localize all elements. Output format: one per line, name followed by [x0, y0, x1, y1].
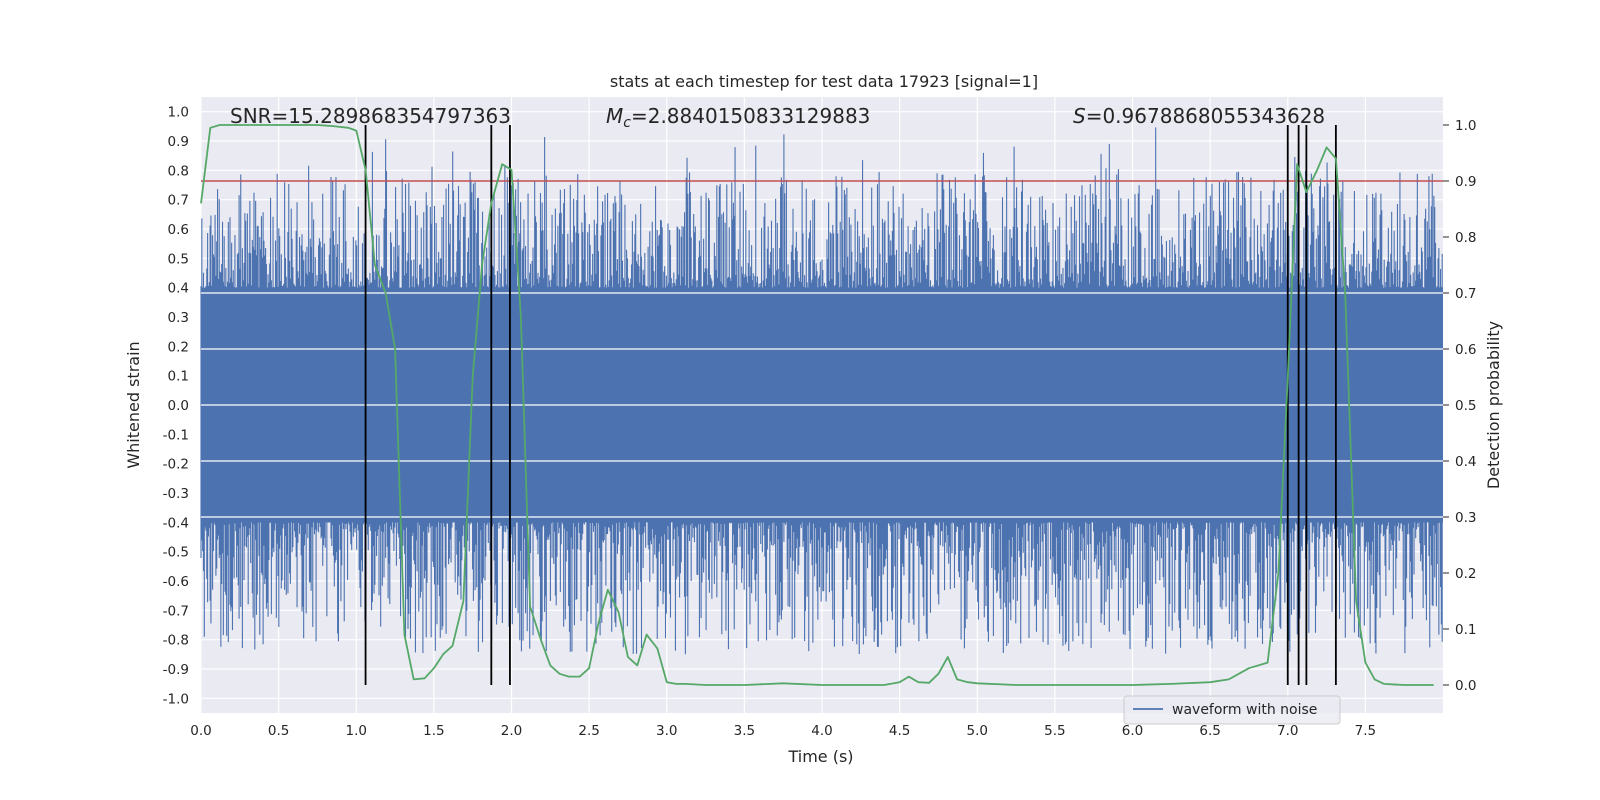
x-tick-label: 6.0	[1122, 723, 1143, 739]
y-tick-label: 0.6	[168, 222, 189, 238]
waveform-with-noise-series	[200, 127, 1443, 655]
y-tick-label: 0.7	[168, 193, 189, 209]
y-axis-label: Whitened strain	[124, 341, 143, 468]
chirp-mass-value: =2.8840150833129883	[631, 104, 870, 128]
y-tick-label: -0.3	[163, 486, 189, 502]
y2-tick-label: 0.4	[1455, 454, 1476, 470]
x-tick-label: 0.5	[268, 723, 289, 739]
y2-tick-label: 0.1	[1455, 622, 1476, 638]
x-tick-label: 7.0	[1277, 723, 1298, 739]
legend-box	[1123, 695, 1341, 725]
chirp-mass-subscript: c	[623, 115, 631, 131]
y-tick-label: -0.7	[163, 603, 189, 619]
y-tick-label: -0.5	[163, 545, 189, 561]
y2-tick-label: 0.2	[1455, 566, 1476, 582]
y2-tick-label: 0.8	[1455, 230, 1476, 246]
y2-tick-label: 0.7	[1455, 286, 1476, 302]
y-tick-label: 0.4	[168, 281, 189, 297]
y-tick-label: 0.2	[168, 339, 189, 355]
y2-tick-label: 0.9	[1455, 174, 1476, 190]
y-tick-label: 1.0	[168, 105, 189, 121]
y-tick-label: -0.6	[163, 574, 189, 590]
y2-axis-label: Detection probability	[1484, 321, 1503, 489]
score-symbol: S	[1073, 104, 1086, 128]
x-tick-label: 7.5	[1355, 723, 1376, 739]
x-tick-label: 3.0	[656, 723, 677, 739]
y-tick-label: -1.0	[163, 691, 189, 707]
x-tick-label: 4.5	[889, 723, 910, 739]
y-axis-ticks: 1.0 0.9 0.8 0.7 0.6 0.5 0.4 0.3 0.2 0.1 0.0 -0.1 -0.…	[163, 105, 189, 708]
x-tick-label: 6.5	[1199, 723, 1220, 739]
x-tick-label: 1.5	[423, 723, 444, 739]
y-tick-label: 0.0	[168, 398, 189, 414]
chirp-mass-annotation: Mc=2.8840150833129883	[606, 104, 870, 131]
y-tick-label: 0.9	[168, 134, 189, 150]
score-annotation: S=0.9678868055343628	[1073, 104, 1325, 128]
x-tick-label: 2.5	[578, 723, 599, 739]
y-tick-label: 0.8	[168, 163, 189, 179]
detection-probability-series	[200, 124, 1434, 686]
y2-axis-ticks: 1.0 0.9 0.8 0.7 0.6 0.5 0.4 0.3 0.2 0.1 0.0	[1443, 118, 1476, 694]
score-value: =0.9678868055343628	[1086, 104, 1325, 128]
y-tick-label: -0.9	[163, 662, 189, 678]
y-tick-label: 0.3	[168, 310, 189, 326]
event-lines	[364, 125, 1337, 685]
y-tick-label: -0.8	[163, 633, 189, 649]
y2-tick-label: 1.0	[1455, 118, 1476, 134]
y-tick-label: 0.5	[168, 251, 189, 267]
detection-probability-line	[200, 124, 1434, 686]
y2-tick-label: 0.0	[1455, 678, 1476, 694]
x-tick-label: 5.0	[967, 723, 988, 739]
x-axis-ticks: 0.0 0.5 1.0 1.5 2.0 2.5 3.0 3.5 4.0 4.5 5.0 5.5 6.0 6…	[190, 723, 1376, 739]
chart-title: stats at each timestep for test data 179…	[610, 72, 1038, 91]
x-tick-label: 1.0	[346, 723, 367, 739]
x-tick-label: 4.0	[811, 723, 832, 739]
waveform-noise-trace	[200, 127, 1443, 655]
y2-tick-label: 0.5	[1455, 398, 1476, 414]
x-tick-label: 2.0	[501, 723, 522, 739]
x-tick-label: 5.5	[1044, 723, 1065, 739]
legend: waveform with noise	[1123, 695, 1341, 725]
y-tick-label: -0.1	[163, 427, 189, 443]
x-tick-label: 0.0	[190, 723, 211, 739]
y-tick-label: 0.1	[168, 369, 189, 385]
y2-tick-label: 0.6	[1455, 342, 1476, 358]
y2-tick-label: 0.3	[1455, 510, 1476, 526]
x-tick-label: 3.5	[734, 723, 755, 739]
legend-label: waveform with noise	[1172, 702, 1317, 718]
y-tick-label: -0.4	[163, 515, 189, 531]
snr-annotation: SNR=15.289868354797363	[230, 104, 511, 128]
chirp-mass-symbol: M	[606, 104, 623, 128]
x-axis-label: Time (s)	[787, 747, 853, 766]
y-tick-label: -0.2	[163, 457, 189, 473]
